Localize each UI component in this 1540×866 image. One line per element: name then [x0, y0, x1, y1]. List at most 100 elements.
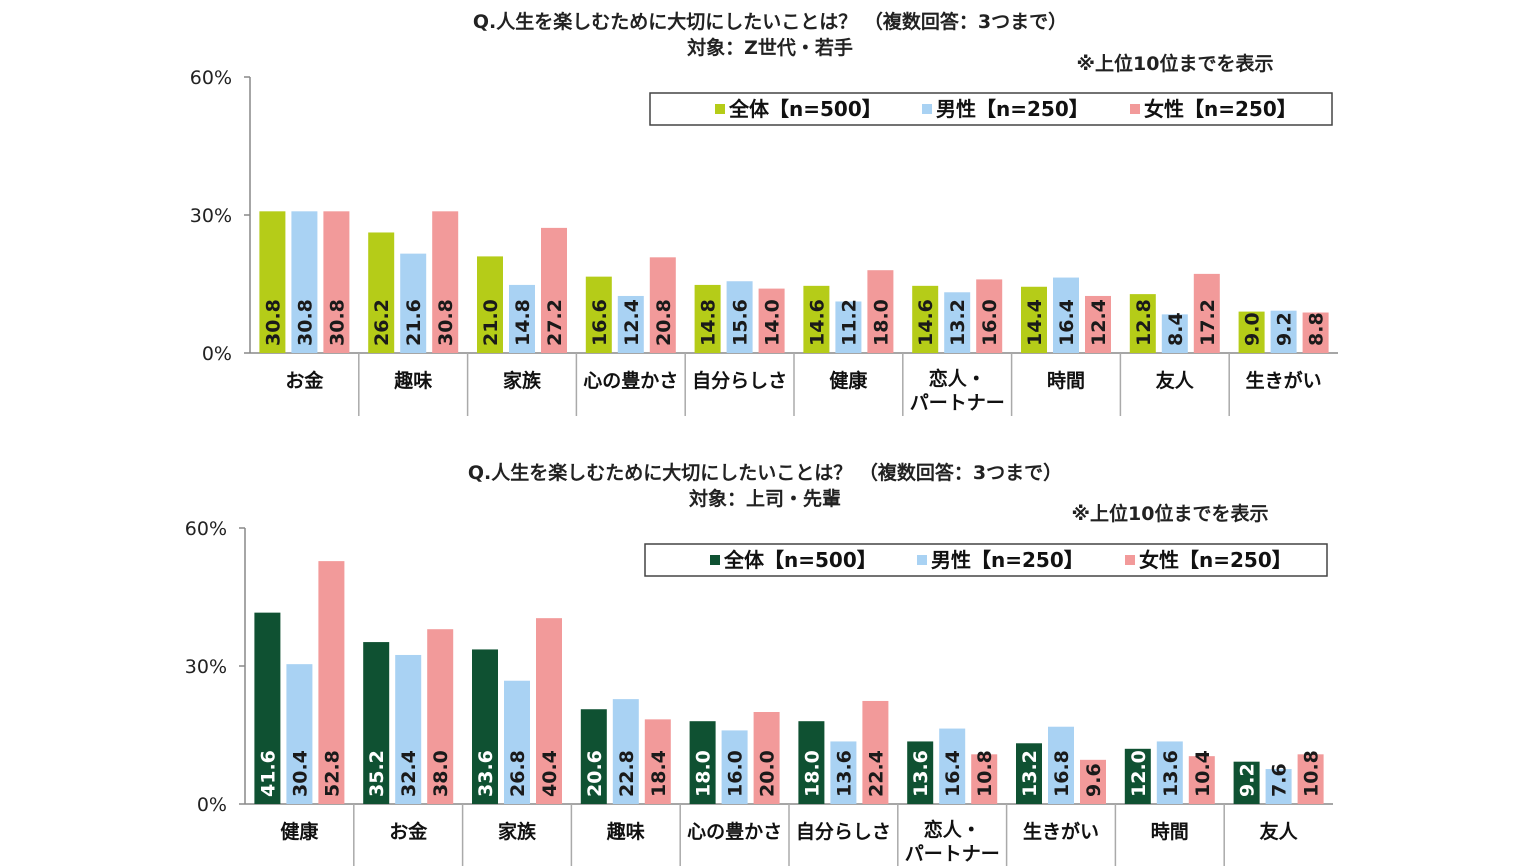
- category-label: 自分らしさ: [692, 369, 787, 392]
- bar: [976, 279, 1003, 353]
- data-label: 11.2: [838, 299, 860, 346]
- bar: [689, 721, 716, 804]
- data-label: 17.2: [1197, 299, 1219, 346]
- chart-note: ※上位10位までを表示: [1077, 52, 1274, 75]
- bar: [649, 257, 676, 353]
- data-label: 14.8: [698, 299, 720, 346]
- data-label: 21.6: [403, 299, 425, 346]
- bar: [363, 642, 390, 804]
- y-tick-label: 0%: [197, 794, 227, 816]
- bar: [1080, 759, 1106, 804]
- category-label: 心の豊かさ: [583, 369, 678, 392]
- bar: [472, 649, 498, 804]
- bar: [1302, 312, 1329, 353]
- bar: [1085, 295, 1111, 353]
- data-label: 14.6: [806, 299, 828, 346]
- bar: [1016, 743, 1042, 804]
- category-label: 友人: [1156, 369, 1195, 392]
- chart-subtitle: 対象：Z世代・若手: [686, 36, 853, 59]
- data-label: 10.8: [1301, 750, 1323, 797]
- data-label: 16.6: [589, 299, 611, 346]
- category-label: パートナー: [910, 392, 1005, 414]
- bar: [907, 741, 934, 804]
- bar: [509, 284, 535, 353]
- data-label: 10.8: [974, 750, 996, 797]
- category-label: 時間: [1151, 821, 1189, 843]
- data-label: 26.8: [507, 750, 529, 797]
- data-label: 7.6: [1269, 763, 1291, 797]
- data-label: 9.2: [1274, 312, 1296, 346]
- data-label: 13.6: [1160, 750, 1182, 797]
- data-label: 30.8: [326, 299, 348, 346]
- bar: [798, 721, 825, 804]
- data-label: 22.8: [616, 750, 638, 797]
- category-label: 恋人・: [929, 367, 986, 390]
- category-label: お金: [285, 369, 324, 392]
- bar: [1124, 748, 1151, 804]
- data-label: 18.0: [693, 750, 715, 797]
- category-label: 家族: [498, 820, 537, 843]
- category-label: 家族: [503, 369, 542, 392]
- bar: [400, 253, 427, 353]
- bar: [644, 719, 671, 804]
- bar: [323, 211, 350, 353]
- bar: [585, 276, 612, 353]
- legend-label: 全体【n=500】: [728, 97, 882, 121]
- category-label: 趣味: [606, 820, 645, 843]
- category-label: 健康: [280, 820, 319, 843]
- data-label: 14.4: [1024, 299, 1046, 346]
- data-label: 20.0: [757, 750, 779, 797]
- data-label: 26.2: [371, 299, 393, 346]
- bar: [259, 211, 286, 353]
- category-label: 心の豊かさ: [687, 820, 782, 843]
- legend-label: 男性【n=250】: [936, 97, 1089, 121]
- data-label: 40.4: [539, 750, 561, 797]
- data-label: 30.4: [289, 750, 311, 797]
- bar: [694, 284, 721, 353]
- legend-box: [644, 543, 1328, 577]
- data-label: 16.0: [979, 299, 1001, 346]
- bar: [971, 754, 998, 804]
- bar: [1238, 311, 1265, 353]
- bar: [432, 211, 459, 353]
- data-label: 9.6: [1083, 763, 1105, 797]
- bar: [1156, 741, 1183, 804]
- category-label: 生きがい: [1023, 820, 1099, 843]
- bar: [867, 270, 894, 353]
- data-label: 41.6: [257, 750, 279, 797]
- chart-title: Q.人生を楽しむために大切にしたいことは？ （複数回答：3つまで）: [473, 10, 1067, 33]
- bar: [254, 612, 281, 804]
- bar: [721, 730, 748, 804]
- legend-swatch: [922, 104, 932, 114]
- data-label: 18.0: [801, 750, 823, 797]
- chart-panel-1: Q.人生を楽しむために大切にしたいことは？ （複数回答：3つまで） 対象：Z世代・…: [190, 10, 1338, 416]
- data-label: 12.8: [1133, 299, 1155, 346]
- y-tick-label: 0%: [202, 343, 232, 365]
- data-label: 14.6: [915, 299, 937, 346]
- bar: [1233, 761, 1260, 804]
- data-label: 15.6: [730, 299, 752, 346]
- legend-swatch: [1125, 555, 1135, 565]
- data-label: 18.4: [648, 750, 670, 797]
- data-label: 13.6: [910, 750, 932, 797]
- data-label: 14.0: [762, 299, 784, 346]
- bar: [395, 654, 422, 804]
- y-tick-label: 30%: [190, 205, 232, 227]
- bar: [1193, 273, 1220, 353]
- bar: [541, 227, 567, 353]
- legend-swatch: [715, 104, 725, 114]
- bar: [477, 256, 503, 353]
- data-label: 9.0: [1242, 312, 1264, 346]
- bar: [427, 629, 454, 804]
- bar: [835, 301, 862, 353]
- bar: [1297, 754, 1324, 804]
- data-label: 38.0: [430, 750, 452, 797]
- bar: [368, 232, 395, 353]
- bar: [1270, 310, 1297, 353]
- data-label: 16.4: [942, 750, 964, 797]
- bar: [944, 292, 971, 353]
- category-label: 恋人・: [924, 818, 981, 841]
- bar: [612, 699, 639, 804]
- bar: [758, 288, 785, 353]
